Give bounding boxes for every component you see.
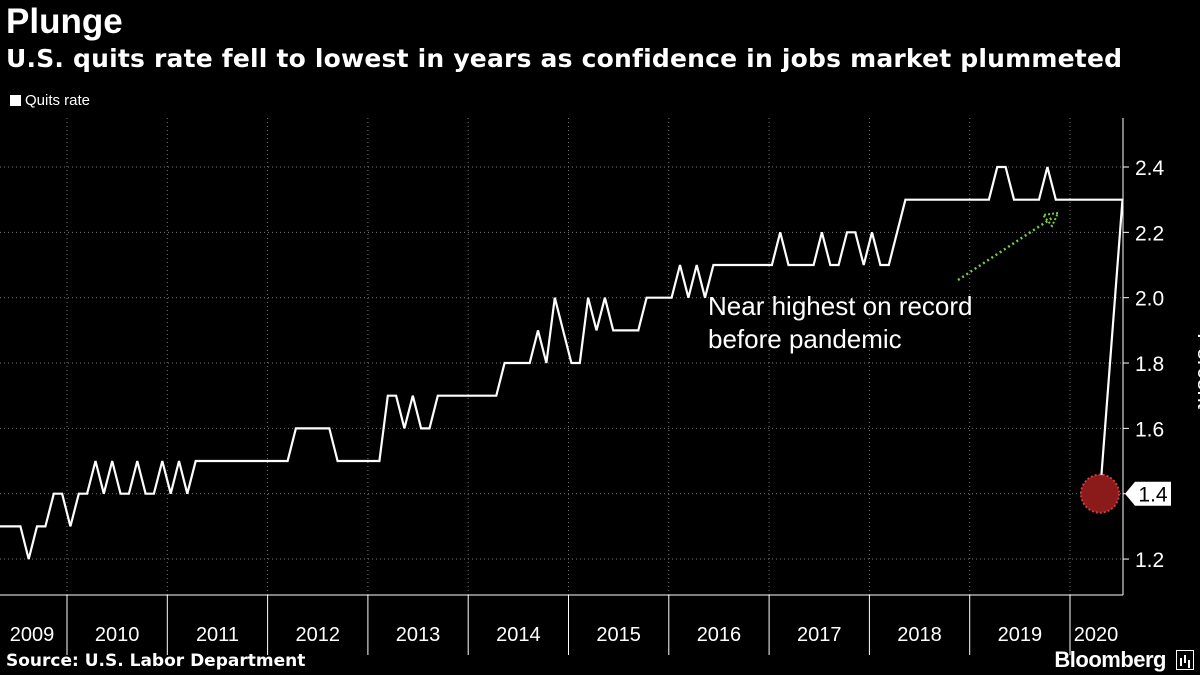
series-line-quits-rate: [0, 165, 1124, 560]
x-tick-label: 2018: [897, 624, 942, 646]
x-tick-label: 2016: [697, 624, 742, 646]
x-tick-label: 2014: [496, 624, 541, 646]
highlight-marker: [1080, 473, 1120, 514]
x-tick-label: 2015: [596, 624, 641, 646]
y-tick-label: 1.6: [1135, 418, 1164, 441]
x-tick-label: 2010: [95, 624, 140, 646]
annotation-line-1: Near highest on record: [708, 291, 973, 321]
annotation-arrow: [957, 216, 1053, 282]
x-tick-label: 2009: [10, 624, 55, 646]
bloomberg-terminal-icon: [1176, 650, 1194, 670]
chart-title: Plunge: [6, 2, 123, 41]
annotation-arrowhead: [1041, 211, 1060, 228]
brand-logo: Bloomberg: [1054, 647, 1166, 672]
x-tick-label: 2013: [396, 624, 441, 646]
y-tick-label: 1.2: [1135, 549, 1164, 572]
chart-subtitle: U.S. quits rate fell to lowest in years …: [6, 44, 1123, 73]
x-tick-label: 2017: [797, 624, 842, 646]
y-tick-label: 1.8: [1135, 353, 1164, 376]
x-tick-label: 2020: [1074, 624, 1119, 646]
y-tick-label: 2.0: [1135, 288, 1164, 311]
last-value-label: 1.4: [1138, 484, 1168, 507]
x-tick-label: 2019: [998, 624, 1043, 646]
legend: Quits rate: [10, 92, 90, 109]
y-tick-label: 2.2: [1135, 222, 1164, 245]
annotation: Near highest on record before pandemic: [708, 290, 972, 356]
source-note: Source: U.S. Labor Department: [6, 651, 306, 671]
annotation-line-2: before pandemic: [708, 324, 902, 354]
x-tick-label: 2012: [296, 624, 341, 646]
last-value-callout: [1125, 481, 1171, 506]
y-axis-label: Percent: [1192, 333, 1200, 409]
legend-swatch: [10, 95, 21, 106]
x-tick-label: 2011: [196, 624, 239, 646]
legend-label: Quits rate: [25, 92, 91, 109]
y-tick-label: 2.4: [1135, 157, 1165, 180]
